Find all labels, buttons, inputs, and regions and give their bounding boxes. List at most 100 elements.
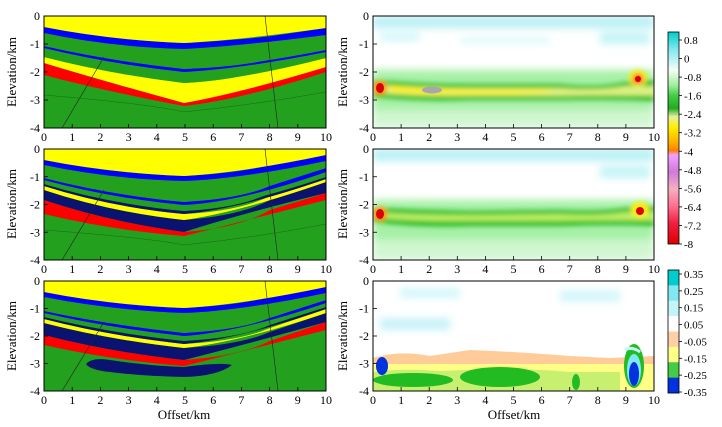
colorbar-top-label: -4.8 xyxy=(684,165,702,177)
colorbar-bottom-label: 0.15 xyxy=(684,303,704,315)
x-tick-label: 5 xyxy=(511,130,517,144)
x-tick-label: 3 xyxy=(454,393,460,407)
layer-yellow-lower xyxy=(44,57,326,103)
x-tick-label: 2 xyxy=(97,130,103,144)
layer-navy-thin xyxy=(44,177,326,214)
colorbar-bottom-block xyxy=(668,270,679,286)
x-tick-label: 6 xyxy=(539,262,545,276)
panel-velocity-top-right xyxy=(373,16,654,128)
x-tick-label: 8 xyxy=(267,393,273,407)
x-tick-label: 6 xyxy=(210,393,216,407)
x-tick-label: 9 xyxy=(295,130,301,144)
layer-red xyxy=(44,63,326,106)
colorbar-bottom-block xyxy=(668,362,679,378)
colorbar-top: 0.8 0 -0.8 -1.6 -2.4 -3.2 -4 -4.8 -5.6 -6.4 -7.2 -8 xyxy=(667,31,702,251)
x-tick-label: 8 xyxy=(595,130,601,144)
x-tick-label: 6 xyxy=(210,262,216,276)
axes: 0 1 2 3 4 5 6 7 8 9 100-1-2-3-40 1 2 3 4 5 6 7 8 9 100-1-2-3… xyxy=(30,9,660,407)
layer-navy-thin xyxy=(44,307,326,344)
y-tick-label: -2 xyxy=(359,329,369,343)
y-tick-label: -1 xyxy=(359,302,369,316)
y-tick-label: -1 xyxy=(30,37,40,51)
colorbar-bottom-label: -0.15 xyxy=(684,353,707,365)
layer-navy xyxy=(44,313,326,360)
x-tick-label: 3 xyxy=(126,262,132,276)
x-tick-label: 5 xyxy=(511,393,517,407)
colorbar-bottom-block xyxy=(668,316,679,332)
colorbar-bottom: 0.35 0.25 0.15 0.05 -0.05 -0.15 -0.25 -0.35 xyxy=(667,269,707,399)
y-tick-label: 0 xyxy=(34,142,40,156)
ylabel-top-right: Elevation/km xyxy=(335,37,350,107)
x-tick-label: 10 xyxy=(320,130,332,144)
x-tick-label: 10 xyxy=(648,262,660,276)
x-tick-label: 1 xyxy=(398,393,404,407)
x-tick-label: 5 xyxy=(182,130,188,144)
y-tick-label: -1 xyxy=(30,302,40,316)
layer-blue-lower xyxy=(44,46,326,72)
panel-model-top-left xyxy=(43,15,327,129)
y-tick-label: -3 xyxy=(359,93,369,107)
ylabel-bottom-left: Elevation/km xyxy=(4,301,19,371)
layer-yellow-stripe xyxy=(44,179,326,220)
x-tick-label: 4 xyxy=(482,130,488,144)
x-tick-label: 10 xyxy=(320,393,332,407)
colorbar-bottom-label: -0.05 xyxy=(684,336,707,348)
x-tick-label: 0 xyxy=(370,393,376,407)
y-tick-label: -4 xyxy=(30,253,40,267)
x-tick-label: 5 xyxy=(182,393,188,407)
colorbar-top-label: 0 xyxy=(684,54,690,66)
horizon-line xyxy=(43,91,327,113)
colorbar-bottom-block xyxy=(668,285,679,302)
x-tick-label: 7 xyxy=(567,130,573,144)
colorbar-top-label: -6.4 xyxy=(684,202,702,214)
ylabel-bottom-right: Elevation/km xyxy=(335,301,350,371)
x-tick-label: 8 xyxy=(595,393,601,407)
x-tick-label: 2 xyxy=(426,262,432,276)
x-tick-label: 2 xyxy=(426,393,432,407)
y-tick-label: -4 xyxy=(359,121,369,135)
y-tick-label: -3 xyxy=(359,357,369,371)
colorbar-top-label: -3.2 xyxy=(684,128,701,140)
x-tick-label: 4 xyxy=(154,262,160,276)
colorbar-bottom-block xyxy=(668,331,679,348)
x-tick-label: 7 xyxy=(238,130,244,144)
y-tick-label: -1 xyxy=(359,37,369,51)
colorbar-bottom-block xyxy=(668,346,679,363)
y-tick-label: -2 xyxy=(30,65,40,79)
x-tick-label: 7 xyxy=(567,262,573,276)
x-tick-label: 5 xyxy=(511,262,517,276)
colorbar-bottom-label: 0.35 xyxy=(684,269,704,281)
colorbar-top-label: -5.6 xyxy=(684,183,702,195)
x-tick-label: 1 xyxy=(69,393,75,407)
layer-yellow-top xyxy=(44,149,326,176)
x-tick-label: 4 xyxy=(482,393,488,407)
x-tick-label: 10 xyxy=(648,393,660,407)
x-tick-label: 9 xyxy=(295,262,301,276)
x-tick-label: 7 xyxy=(567,393,573,407)
layer-blue-upper xyxy=(44,287,326,313)
y-tick-label: -3 xyxy=(30,357,40,371)
x-tick-label: 1 xyxy=(398,130,404,144)
y-tick-label: -3 xyxy=(30,225,40,239)
colorbar-bottom-label: 0.25 xyxy=(684,286,704,298)
axes-panel-3: 0 1 2 3 4 5 6 7 8 9 10 0 -1 -2 -3 -4 xyxy=(359,9,660,144)
colorbar-bottom-label: -0.25 xyxy=(684,370,707,382)
colorbar-top-label: 0.8 xyxy=(684,35,698,47)
horizon-line xyxy=(43,223,327,246)
axes-panel-4: 0 1 2 3 4 5 6 7 8 9 10 0 -1 -2 -3 -4 xyxy=(359,142,660,276)
x-tick-label: 0 xyxy=(41,130,47,144)
panel-model-bottom-left xyxy=(44,280,326,392)
y-tick-label: -4 xyxy=(359,253,369,267)
x-tick-label: 3 xyxy=(454,130,460,144)
axis-titles: Elevation/km Elevation/km Elevation/km E… xyxy=(4,37,540,422)
x-tick-label: 8 xyxy=(267,130,273,144)
axes-panel-0: 0 1 2 3 4 5 6 7 8 9 10 0 -1 -2 -3 -4 xyxy=(30,9,332,144)
colorbar-top-label: -4 xyxy=(684,146,694,158)
y-tick-label: -4 xyxy=(30,384,40,398)
fault-line xyxy=(61,189,105,261)
y-tick-label: -1 xyxy=(30,170,40,184)
x-tick-label: 3 xyxy=(126,130,132,144)
x-tick-label: 5 xyxy=(182,262,188,276)
x-tick-label: 4 xyxy=(154,130,160,144)
